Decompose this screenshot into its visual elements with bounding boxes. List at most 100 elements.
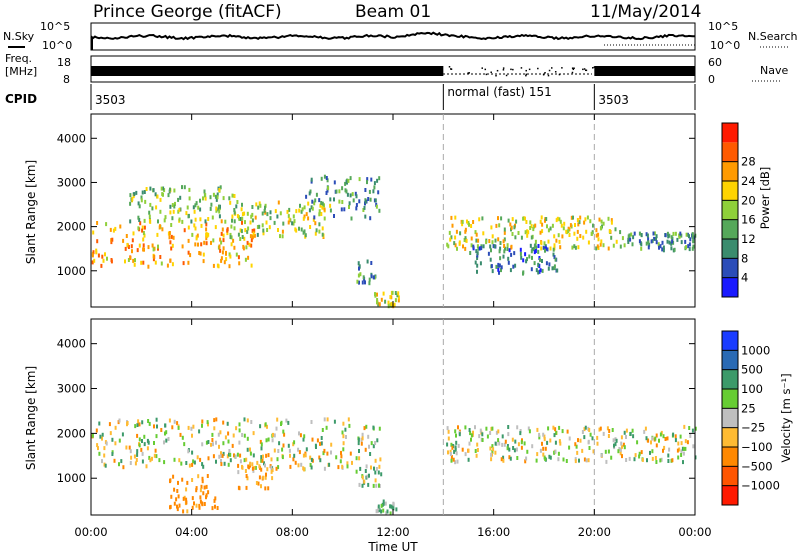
freq-dot bbox=[484, 68, 487, 71]
data-cell bbox=[207, 440, 210, 444]
data-cell bbox=[169, 478, 172, 483]
freq-dot bbox=[554, 71, 557, 73]
data-cell bbox=[207, 422, 209, 427]
data-cell bbox=[114, 226, 117, 231]
data-cell bbox=[598, 217, 601, 222]
data-cell bbox=[204, 196, 207, 201]
data-cell bbox=[293, 440, 296, 445]
data-cell bbox=[538, 432, 541, 437]
data-cell bbox=[177, 197, 180, 202]
data-cell bbox=[264, 422, 267, 427]
data-cell bbox=[273, 448, 276, 453]
data-cell bbox=[539, 230, 542, 235]
data-cell bbox=[655, 240, 658, 245]
data-cell bbox=[176, 507, 179, 512]
data-cell bbox=[304, 233, 307, 238]
data-cell bbox=[367, 197, 370, 201]
data-cell bbox=[299, 203, 301, 208]
data-cell bbox=[164, 423, 167, 428]
freq-dot bbox=[572, 68, 575, 71]
data-cell bbox=[369, 216, 372, 221]
freq-dot bbox=[505, 74, 508, 77]
nave-tick-top: 60 bbox=[708, 56, 722, 69]
data-cell bbox=[131, 249, 133, 254]
data-cell bbox=[323, 216, 326, 221]
data-cell bbox=[114, 425, 117, 430]
data-cell bbox=[261, 458, 264, 463]
data-cell bbox=[591, 436, 594, 441]
data-cell bbox=[185, 211, 188, 216]
data-cell bbox=[141, 190, 144, 195]
data-cell bbox=[376, 298, 379, 302]
data-cell bbox=[181, 244, 184, 249]
data-cell bbox=[466, 219, 468, 224]
data-cell bbox=[101, 432, 104, 437]
colorbar-tick-label: −100 bbox=[741, 440, 773, 454]
data-cell bbox=[358, 482, 361, 487]
data-cell bbox=[691, 232, 694, 237]
data-cell bbox=[260, 458, 263, 463]
data-cell bbox=[615, 239, 618, 244]
data-cell bbox=[554, 449, 557, 454]
data-cell bbox=[662, 248, 665, 253]
power-panel-frame bbox=[90, 113, 696, 308]
y-tick-label: 1000 bbox=[57, 471, 86, 485]
data-cell bbox=[241, 202, 243, 207]
data-cell bbox=[198, 505, 201, 510]
data-cell bbox=[674, 231, 677, 236]
data-cell bbox=[148, 218, 151, 223]
data-cell bbox=[216, 192, 219, 197]
data-cell bbox=[592, 223, 594, 228]
data-cell bbox=[157, 246, 159, 251]
data-cell bbox=[323, 207, 326, 212]
data-cell bbox=[244, 228, 247, 233]
data-cell bbox=[183, 185, 186, 190]
data-cell bbox=[138, 243, 141, 248]
data-cell bbox=[523, 441, 526, 446]
data-cell bbox=[688, 247, 691, 252]
data-cell bbox=[143, 190, 146, 194]
data-cell bbox=[549, 246, 552, 251]
data-cell bbox=[246, 418, 249, 423]
data-cell bbox=[382, 501, 385, 506]
freq-dot bbox=[502, 69, 505, 71]
data-cell bbox=[621, 236, 624, 241]
data-cell bbox=[545, 217, 548, 221]
data-cell bbox=[148, 421, 151, 426]
data-cell bbox=[552, 252, 555, 257]
data-cell bbox=[529, 226, 532, 230]
data-cell bbox=[310, 205, 313, 210]
data-cell bbox=[617, 449, 620, 454]
data-cell bbox=[101, 254, 104, 259]
data-cell bbox=[476, 256, 479, 260]
data-cell bbox=[608, 429, 611, 433]
x-tick-label: 00:00 bbox=[74, 525, 107, 539]
data-cell bbox=[539, 268, 542, 273]
data-cell bbox=[688, 426, 691, 430]
data-cell bbox=[572, 215, 574, 220]
data-cell bbox=[318, 222, 321, 227]
data-cell bbox=[341, 186, 344, 191]
data-cell bbox=[151, 456, 153, 461]
data-cell bbox=[101, 436, 103, 441]
data-cell bbox=[668, 240, 671, 245]
data-cell bbox=[159, 197, 162, 202]
data-cell bbox=[376, 508, 379, 513]
data-cell bbox=[163, 440, 165, 445]
data-cell bbox=[343, 207, 346, 212]
data-cell bbox=[464, 227, 467, 232]
data-cell bbox=[574, 223, 576, 227]
data-cell bbox=[304, 453, 307, 458]
data-cell bbox=[193, 460, 196, 465]
data-cell bbox=[380, 503, 383, 508]
data-cell bbox=[365, 475, 368, 480]
data-cell bbox=[238, 261, 241, 266]
data-cell bbox=[205, 236, 208, 241]
data-cell bbox=[645, 436, 648, 441]
data-cell bbox=[147, 419, 150, 423]
data-cell bbox=[170, 246, 173, 251]
data-cell bbox=[142, 243, 145, 248]
cpid-segment-label: 3503 bbox=[598, 93, 629, 107]
data-cell bbox=[190, 426, 193, 431]
